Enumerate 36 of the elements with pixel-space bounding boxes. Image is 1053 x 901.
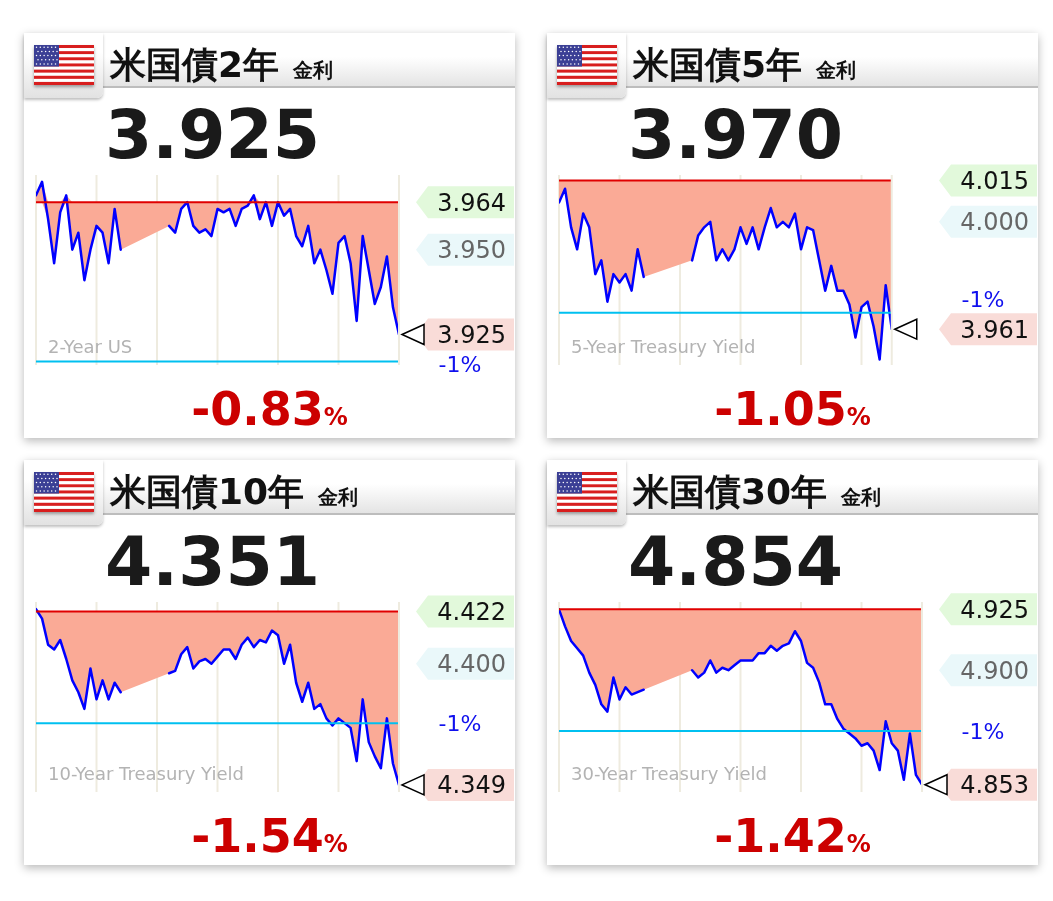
y-tick-label: 4.900 <box>960 656 1029 685</box>
text: 4.349 <box>437 771 506 800</box>
y-tick-label: 3.950 <box>437 236 506 265</box>
chart-subtitle: 金利 <box>318 484 359 511</box>
y-tick-label: 4.000 <box>960 208 1029 237</box>
y-tick-label: 4.400 <box>437 650 506 679</box>
text: -1.42% <box>714 809 871 863</box>
text: -0.83% <box>191 382 348 436</box>
annotation: 10-Year Treasury Yield <box>48 763 244 784</box>
chart-title: 米国債30年 <box>633 470 828 514</box>
text: 3.925 <box>437 321 506 350</box>
chart-subtitle: 金利 <box>816 57 857 84</box>
chart-title: 米国債2年 <box>110 43 280 87</box>
text: -1% <box>961 287 1005 312</box>
annotation: 5-Year Treasury Yield <box>571 336 756 357</box>
text: 3.970 <box>628 95 844 174</box>
text: 4.854 <box>628 522 844 601</box>
text: -1.54% <box>191 809 348 863</box>
y-tick-label: 4.422 <box>437 598 506 627</box>
annotation: 30-Year Treasury Yield <box>571 763 767 784</box>
y-tick-label: 3.964 <box>437 188 506 217</box>
text: -1.05% <box>714 382 871 436</box>
chart-subtitle: 金利 <box>293 57 334 84</box>
chart-subtitle: 金利 <box>841 484 882 511</box>
y-tick-label: 4.015 <box>960 167 1029 196</box>
text: -1% <box>961 718 1005 744</box>
text: 4.351 <box>105 522 321 601</box>
y-tick-label: 4.925 <box>960 595 1029 624</box>
text: -1% <box>438 710 482 736</box>
text: 3.961 <box>960 315 1029 344</box>
chart-title: 米国債10年 <box>110 470 305 514</box>
text: -1% <box>438 352 482 378</box>
chart-title: 米国債5年 <box>633 43 803 87</box>
annotation: 2-Year US <box>48 336 133 357</box>
text: 3.925 <box>105 95 321 174</box>
text: 4.853 <box>960 771 1029 800</box>
